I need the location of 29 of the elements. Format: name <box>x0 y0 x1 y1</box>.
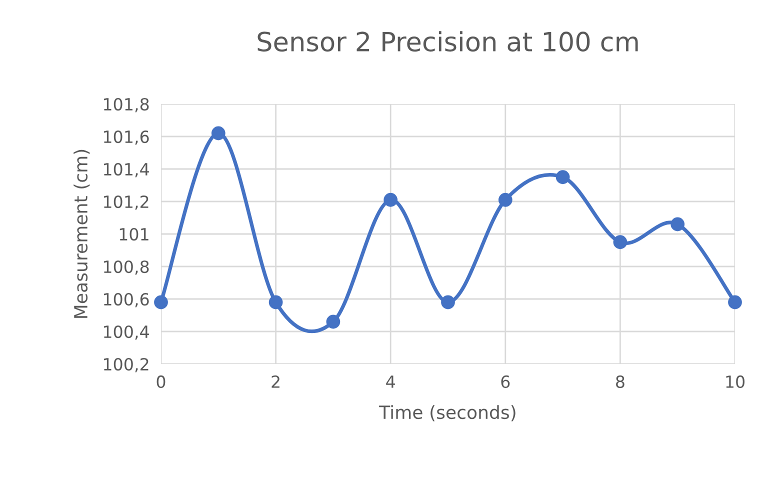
point <box>728 295 742 310</box>
y-tick-label: 100,4 <box>104 325 149 340</box>
x-tick-label: 2 <box>272 375 280 388</box>
point <box>498 192 512 207</box>
y-tick-label: 101,4 <box>104 162 149 178</box>
y-tick-label: 101,2 <box>104 195 148 210</box>
y-tick-label: 100,8 <box>104 260 149 275</box>
y-tick-label: 101,8 <box>104 98 149 112</box>
x-tick-label: 6 <box>501 375 510 388</box>
y-tick-label: 101 <box>120 228 148 241</box>
point <box>326 314 340 329</box>
y-tick-label: 100,2 <box>104 358 148 372</box>
y-tick-label: 100,6 <box>104 292 149 308</box>
point <box>613 235 628 250</box>
x-tick-label: 0 <box>156 375 166 388</box>
chart-title: Sensor 2 Precision at 100 cm <box>258 31 638 52</box>
point <box>556 170 570 184</box>
x-tick-label: 8 <box>616 375 624 388</box>
point <box>211 126 226 140</box>
point <box>268 295 283 310</box>
point <box>154 295 168 310</box>
point <box>441 295 455 310</box>
point <box>670 217 685 232</box>
point <box>384 192 398 207</box>
y-axis-title: Measurement (cm) <box>74 150 90 318</box>
x-tick-label: 10 <box>726 375 744 388</box>
x-axis-title: Time (seconds) <box>379 405 516 422</box>
y-tick-label: 101,6 <box>104 130 149 145</box>
x-tick-label: 4 <box>386 376 395 388</box>
